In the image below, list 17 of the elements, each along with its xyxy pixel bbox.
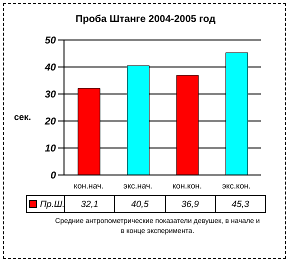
y-tick-label: 0 [50,170,56,182]
y-tick-label: 30 [44,90,56,101]
y-axis-title: сек. [14,112,32,122]
x-tick-label: экс.нач. [123,182,152,191]
chart-title: Проба Штанге 2004-2005 год [74,14,216,25]
y-tick-label: 40 [44,62,56,74]
legend-label: Пр.Ш. [40,199,65,209]
data-label: 40,5 [114,196,164,212]
data-label: 36,9 [164,196,215,212]
y-tick-label: 10 [44,144,56,155]
x-tick-label: кон.кон. [172,182,202,191]
y-tick-label: 50 [44,36,56,47]
x-tick-label: экс.кон. [222,182,251,191]
x-tick-label: кон.нач. [74,182,104,191]
data-label: 45,3 [214,196,265,212]
y-tick-label: 20 [44,116,56,128]
data-label: 32,1 [64,196,114,212]
